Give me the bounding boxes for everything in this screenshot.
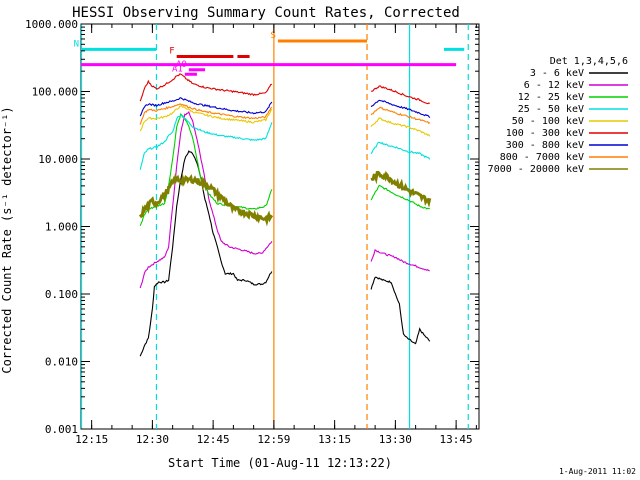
flag-label: A0 — [176, 60, 187, 70]
series-line — [370, 106, 431, 125]
series-800-7000-kev — [139, 103, 431, 125]
legend-entry-label: 3 - 6 keV — [530, 68, 584, 79]
legend-entry-label: 100 - 300 keV — [506, 128, 584, 139]
series-6-12-kev — [139, 110, 430, 289]
legend-entry-label: 12 - 25 keV — [518, 92, 584, 103]
series-100-300-kev — [139, 73, 431, 105]
y-tick-label: 10.000 — [38, 153, 78, 166]
x-tick-label: 12:15 — [75, 433, 108, 446]
series-line — [139, 105, 273, 132]
chart-title: HESSI Observing Summary Count Rates, Cor… — [72, 5, 460, 21]
series-line — [370, 184, 430, 210]
series-line — [139, 150, 273, 357]
series-50-100-kev — [139, 105, 431, 137]
y-tick-label: 100.000 — [32, 86, 78, 99]
flag-label: A1 — [172, 64, 183, 74]
y-tick-label: 0.100 — [45, 288, 78, 301]
legend-entry-label: 50 - 100 keV — [512, 116, 584, 127]
y-axis-label: Corrected Count Rate (s⁻¹ detector⁻¹) — [0, 106, 14, 373]
series-line — [139, 114, 273, 170]
series-line — [370, 249, 430, 272]
series-300-800-kev — [139, 97, 431, 119]
series-line — [370, 170, 432, 208]
legend-title: Det 1,3,4,5,6 — [550, 56, 628, 67]
legend-entry-label: 25 - 50 keV — [518, 104, 584, 115]
legend-entry-label: 300 - 800 keV — [506, 140, 584, 151]
series-line — [139, 103, 273, 125]
timestamp-label: 1-Aug-2011 11:02 — [559, 467, 636, 476]
x-tick-label: 12:45 — [197, 433, 230, 446]
flag-label: S — [271, 31, 276, 41]
flag-label: F — [169, 47, 174, 57]
series-3-6-kev — [139, 150, 431, 357]
series-line — [371, 85, 431, 105]
series-line — [139, 73, 272, 102]
x-tick-label: 13:45 — [440, 433, 473, 446]
series-12-25-kev — [139, 112, 430, 227]
legend-entry-label: 6 - 12 keV — [524, 80, 584, 91]
y-tick-label: 1.000 — [45, 221, 78, 234]
y-tick-label: 1000.000 — [25, 18, 78, 31]
series-line — [370, 276, 431, 345]
series-line — [139, 97, 273, 117]
series-7000-20000-kev — [138, 170, 432, 227]
series-25-50-kev — [139, 114, 431, 170]
x-tick-label: 13:15 — [318, 433, 351, 446]
series-line — [370, 117, 431, 137]
y-tick-label: 0.001 — [45, 423, 78, 436]
x-tick-label: 13:30 — [379, 433, 412, 446]
series-line — [139, 112, 273, 227]
plot-frame — [80, 23, 480, 430]
legend-entry-label: 7000 - 20000 keV — [488, 164, 584, 175]
y-tick-label: 0.010 — [45, 356, 78, 369]
series-line — [370, 141, 431, 160]
series-line — [370, 99, 431, 119]
x-tick-label: 12:30 — [136, 433, 169, 446]
series-line — [138, 173, 274, 227]
legend-entry-label: 800 - 7000 keV — [500, 152, 584, 163]
y-axis: 1000.000 100.000 10.000 1.000 0.100 0.010 0.00… — [25, 18, 479, 436]
x-tick-label: 12:59 — [257, 433, 290, 446]
x-axis: 12:15 12:30 12:45 12:59 13:15 13:30 13:45 — [75, 24, 477, 446]
flag-label: N — [74, 39, 79, 49]
x-axis-label: Start Time (01-Aug-11 12:13:22) — [168, 456, 392, 470]
